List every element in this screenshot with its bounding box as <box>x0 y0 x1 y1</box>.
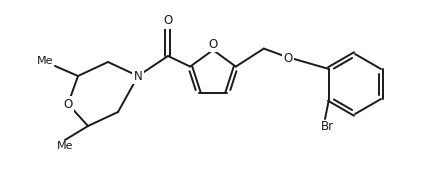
Text: O: O <box>163 15 172 27</box>
Text: Me: Me <box>57 141 73 151</box>
Text: O: O <box>283 52 292 65</box>
Text: O: O <box>63 98 73 111</box>
Text: O: O <box>208 38 217 50</box>
Text: Br: Br <box>321 121 333 134</box>
Text: Me: Me <box>36 56 53 66</box>
Text: N: N <box>134 70 143 82</box>
